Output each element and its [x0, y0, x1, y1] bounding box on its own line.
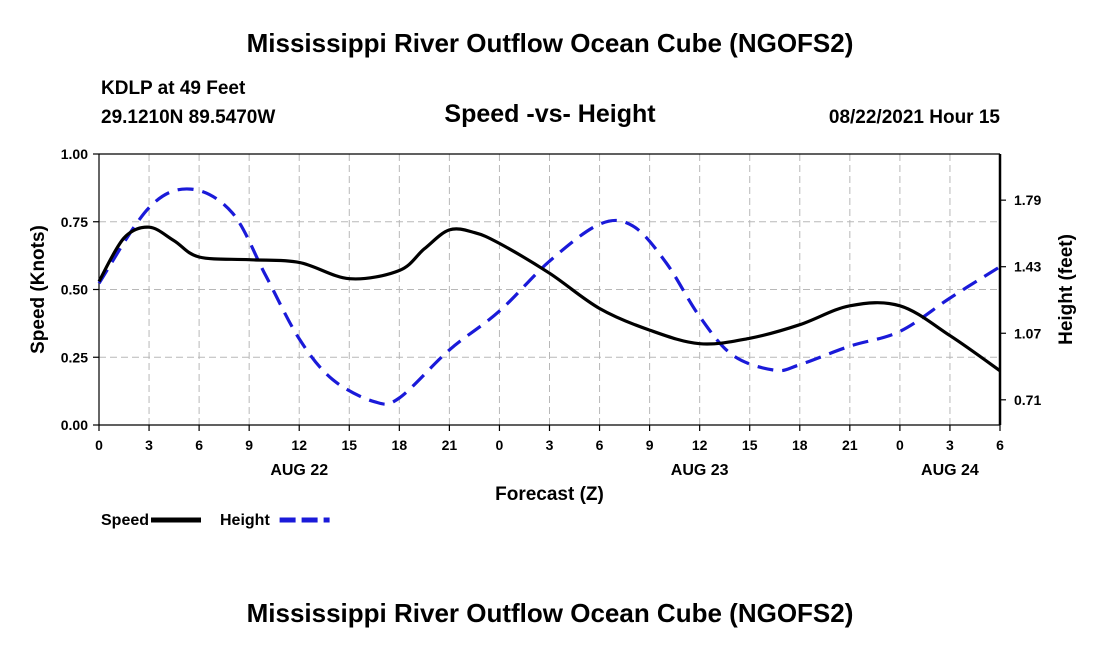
- bottom-tick-label: 21: [842, 437, 858, 453]
- date-label: AUG 22: [270, 462, 328, 479]
- date-label: AUG 24: [921, 462, 979, 479]
- bottom-tick-label: 0: [95, 437, 103, 453]
- bottom-tick-label: 21: [442, 437, 458, 453]
- left-tick-label: 0.25: [61, 349, 88, 365]
- bottom-tick-label: 15: [341, 437, 357, 453]
- chart-subtitle: Speed -vs- Height: [444, 100, 656, 128]
- legend-label-speed: Speed: [101, 512, 149, 529]
- right-axis-title: Height (feet): [1056, 234, 1077, 345]
- chart-legend: Speed Height: [101, 512, 330, 529]
- axis-labels: 0.00 0.25 0.50 0.75 1.00 0.71 1.07 1.43 1.79 0 3 6 9…: [28, 146, 1077, 505]
- height-line: [97, 187, 1001, 406]
- bottom-tick-label: 9: [245, 437, 253, 453]
- right-tick-label: 1.79: [1014, 192, 1041, 208]
- plot-axes: [93, 153, 1006, 431]
- right-tick-label: 1.07: [1014, 325, 1041, 341]
- legend-label-height: Height: [220, 512, 270, 529]
- data-series: [97, 187, 1001, 406]
- bottom-tick-label: 3: [546, 437, 554, 453]
- chart-title-bottom: Mississippi River Outflow Ocean Cube (NG…: [246, 598, 854, 628]
- left-tick-label: 1.00: [61, 146, 88, 162]
- bottom-tick-label: 18: [792, 437, 808, 453]
- bottom-tick-label: 0: [896, 437, 904, 453]
- forecast-date: 08/22/2021 Hour 15: [828, 107, 1000, 128]
- left-tick-label: 0.50: [61, 282, 88, 298]
- bottom-tick-label: 3: [145, 437, 153, 453]
- date-label: AUG 23: [671, 462, 729, 479]
- left-axis-title: Speed (Knots): [28, 225, 49, 354]
- grid-lines: [99, 154, 1000, 425]
- bottom-tick-label: 0: [496, 437, 504, 453]
- bottom-tick-label: 9: [646, 437, 654, 453]
- left-tick-label: 0.75: [61, 214, 88, 230]
- chart-title-top: Mississippi River Outflow Ocean Cube (NG…: [246, 28, 854, 58]
- bottom-tick-label: 12: [692, 437, 708, 453]
- bottom-tick-label: 12: [291, 437, 307, 453]
- bottom-tick-label: 6: [596, 437, 604, 453]
- bottom-tick-label: 6: [996, 437, 1004, 453]
- bottom-tick-label: 3: [946, 437, 954, 453]
- right-tick-label: 0.71: [1014, 392, 1041, 408]
- station-label: KDLP at 49 Feet: [101, 78, 246, 99]
- speed-line: [97, 225, 1001, 373]
- bottom-tick-label: 15: [742, 437, 758, 453]
- left-tick-label: 0.00: [61, 417, 88, 433]
- right-tick-label: 1.43: [1014, 259, 1041, 275]
- bottom-tick-label: 18: [392, 437, 408, 453]
- bottom-tick-label: 6: [195, 437, 203, 453]
- x-axis-title: Forecast (Z): [495, 484, 604, 505]
- station-coordinates: 29.1210N 89.5470W: [101, 107, 276, 128]
